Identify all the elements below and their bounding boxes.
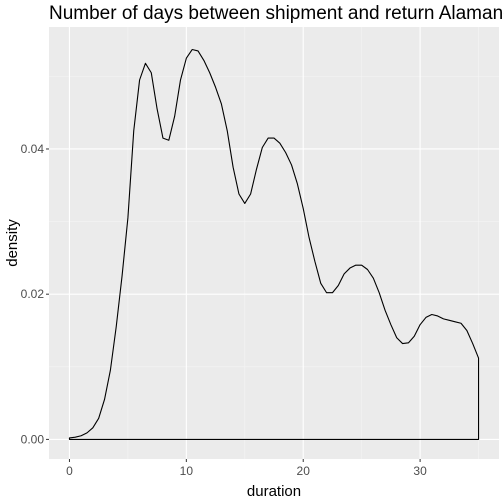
x-tick-label: 10 bbox=[180, 464, 194, 478]
minor-gridlines bbox=[49, 27, 499, 459]
chart-title: Number of days between shipment and retu… bbox=[49, 3, 504, 24]
x-axis: 0 10 20 30 bbox=[66, 459, 427, 478]
y-tick-label: 0.00 bbox=[21, 432, 45, 446]
x-tick-label: 20 bbox=[297, 464, 311, 478]
y-tick-label: 0.02 bbox=[21, 287, 45, 301]
x-tick-label: 30 bbox=[413, 464, 427, 478]
y-axis: 0.00 0.02 0.04 bbox=[21, 142, 49, 446]
y-axis-title: density bbox=[4, 219, 21, 267]
plot-background bbox=[49, 27, 499, 459]
y-tick-label: 0.04 bbox=[21, 142, 45, 156]
density-curve bbox=[68, 48, 480, 440]
x-tick-label: 0 bbox=[66, 464, 73, 478]
x-axis-title: duration bbox=[247, 483, 301, 500]
